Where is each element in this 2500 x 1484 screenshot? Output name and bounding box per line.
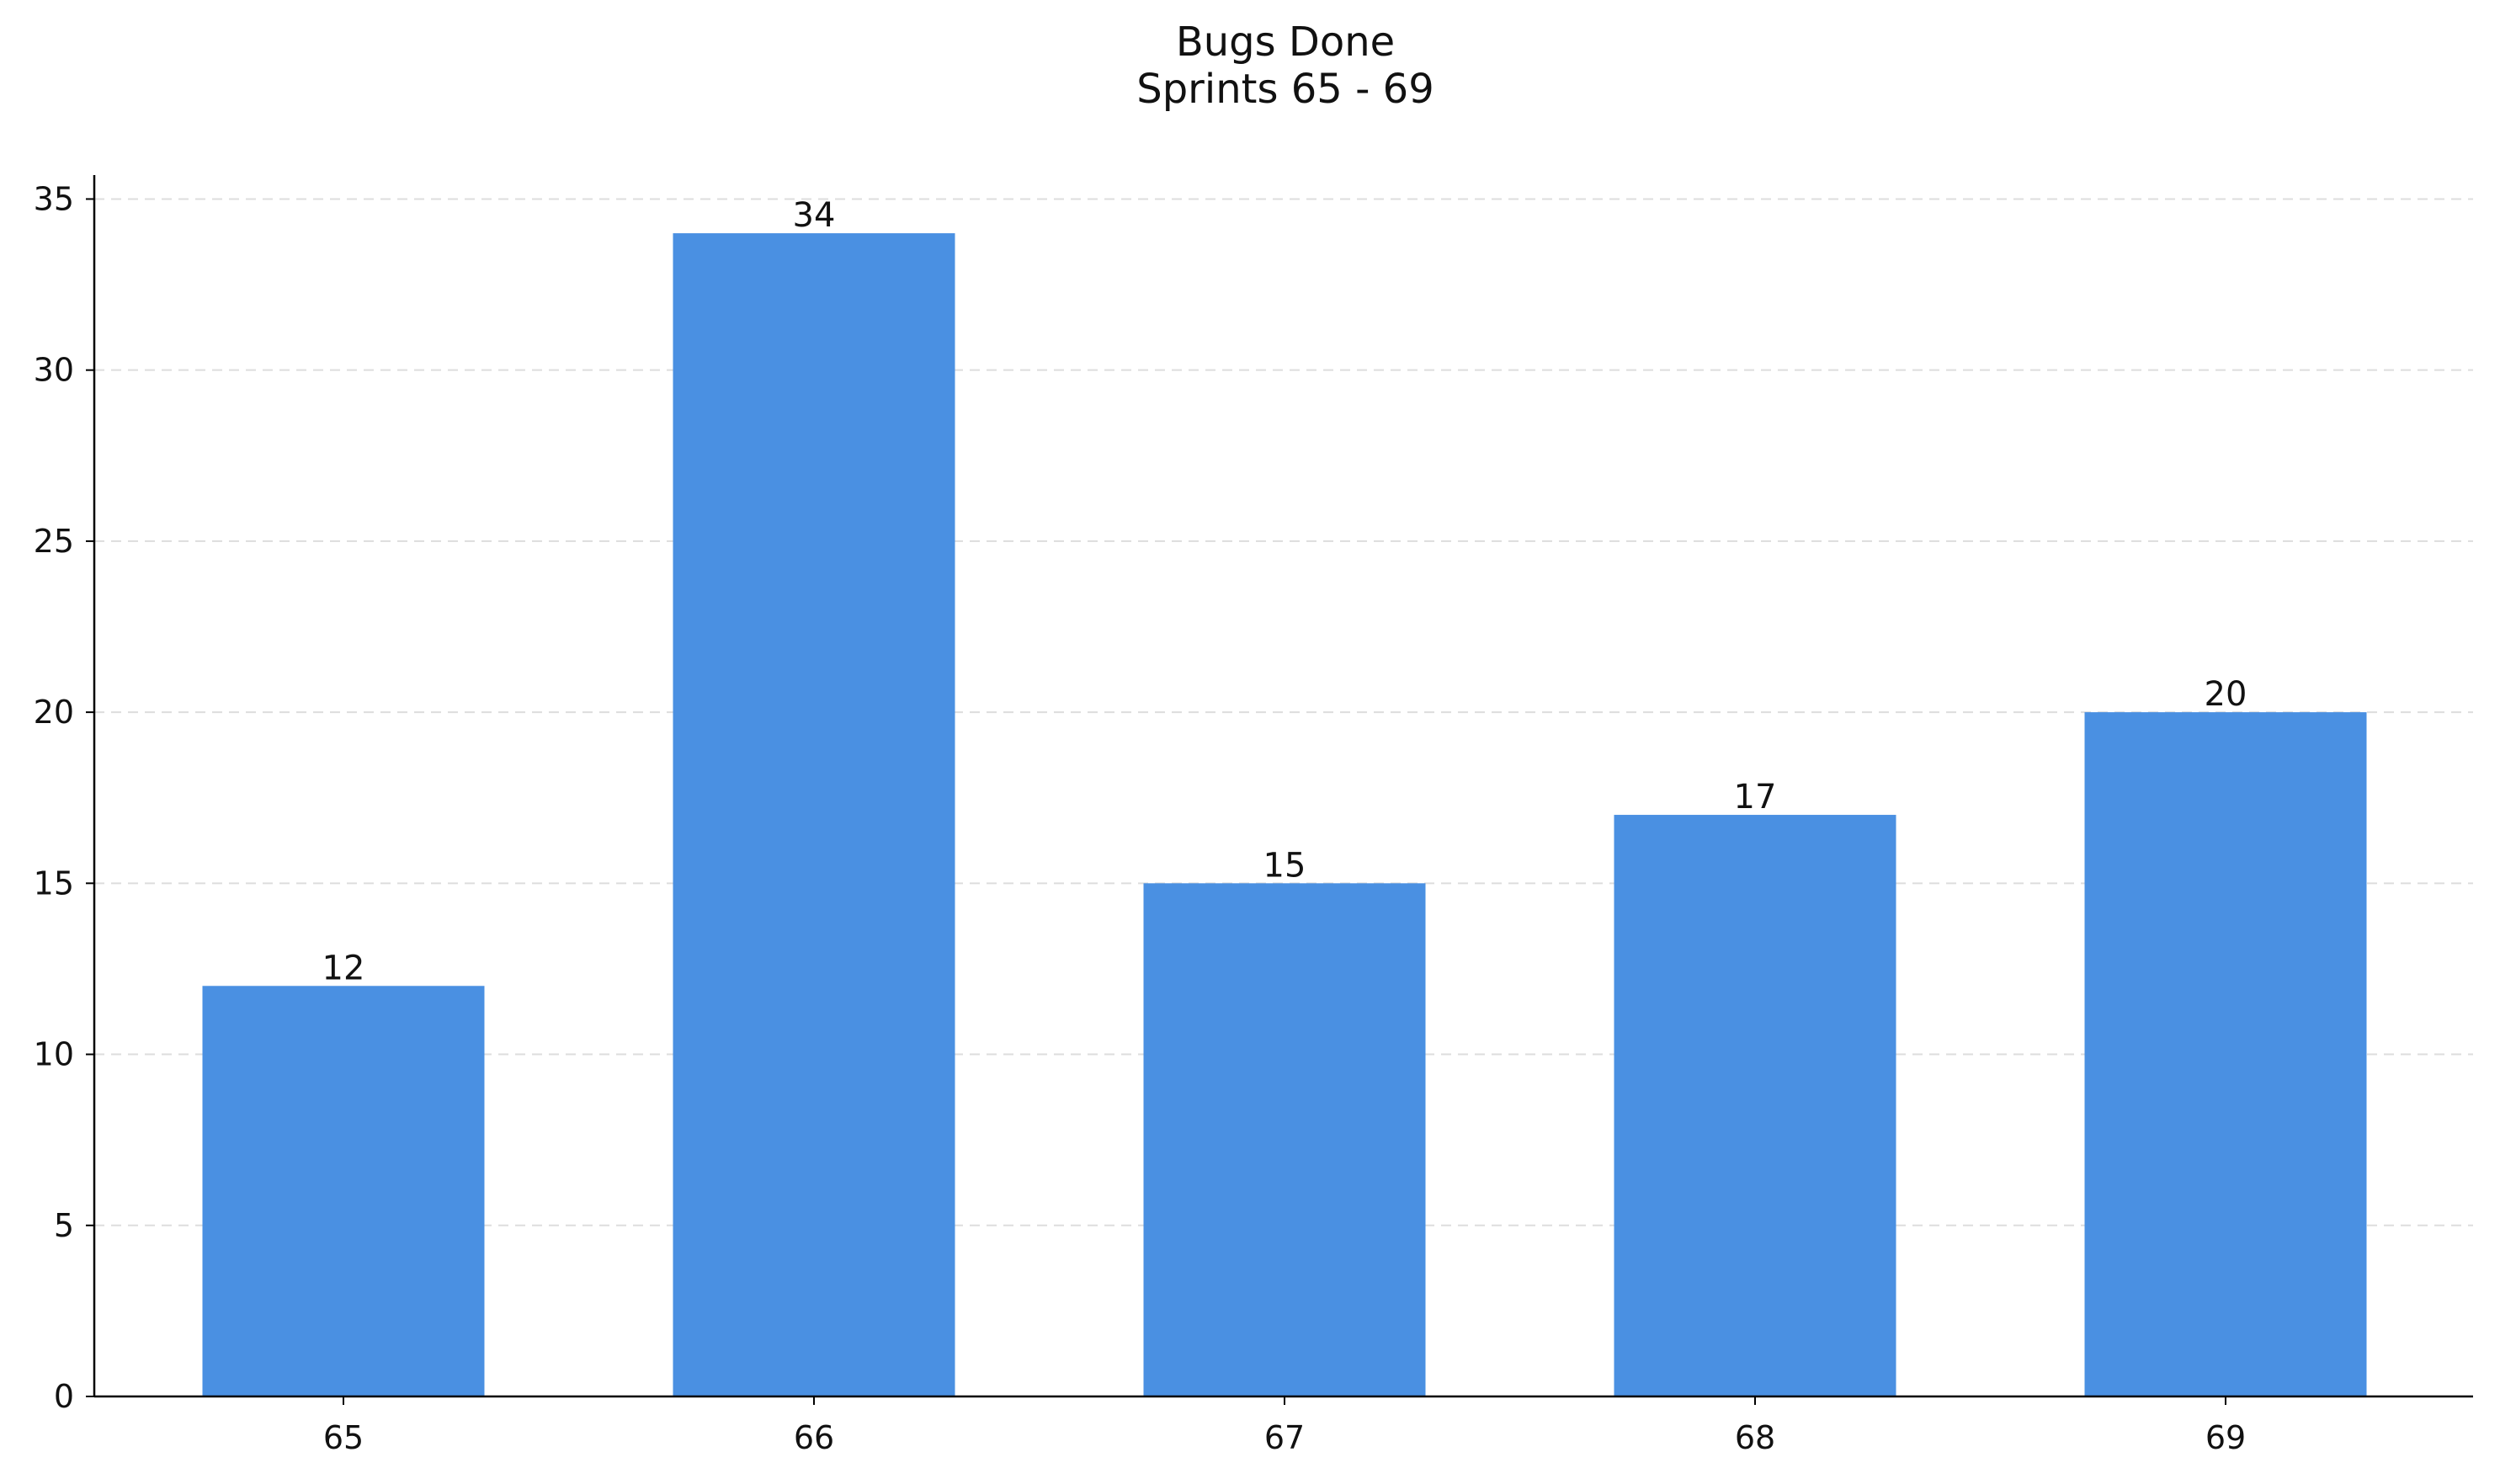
chart-subtitle: Sprints 65 - 69 xyxy=(1136,66,1434,113)
data-label: 17 xyxy=(1734,778,1777,816)
bar-sprint-66 xyxy=(673,233,955,1397)
value-labels: 12 34 15 17 20 xyxy=(322,196,2247,987)
data-label: 20 xyxy=(2205,675,2247,714)
x-tick-label: 68 xyxy=(1735,1419,1775,1456)
bar-sprint-65 xyxy=(202,986,485,1396)
x-tick-label: 69 xyxy=(2205,1419,2246,1456)
axes: 65 66 67 68 69 0 5 10 15 20 25 30 35 xyxy=(34,175,2473,1456)
y-tick-label: 15 xyxy=(34,864,74,902)
chart-title: Bugs Done xyxy=(1176,19,1395,66)
bar-sprint-69 xyxy=(2084,712,2367,1396)
grid-lines xyxy=(94,198,2473,1226)
y-tick-label: 10 xyxy=(34,1036,74,1073)
bars xyxy=(202,233,2367,1397)
x-tick-label: 65 xyxy=(323,1419,364,1456)
data-label: 12 xyxy=(322,949,365,987)
x-tick-label: 67 xyxy=(1264,1419,1305,1456)
data-label: 15 xyxy=(1263,846,1306,885)
bar-sprint-67 xyxy=(1143,883,1426,1396)
y-tick-label: 0 xyxy=(54,1378,74,1415)
y-tick-label: 35 xyxy=(34,180,74,217)
y-tick-label: 30 xyxy=(34,352,74,389)
y-tick-label: 20 xyxy=(34,694,74,731)
data-label: 34 xyxy=(793,196,836,235)
y-tick-label: 5 xyxy=(54,1207,74,1244)
x-tick-label: 66 xyxy=(794,1419,834,1456)
bar-sprint-68 xyxy=(1614,815,1896,1396)
y-tick-label: 25 xyxy=(34,523,74,560)
